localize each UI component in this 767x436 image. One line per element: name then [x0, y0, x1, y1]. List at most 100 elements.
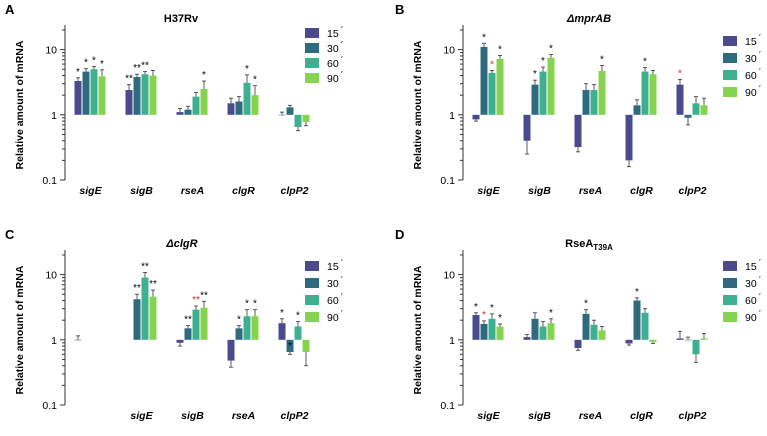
- bar: [523, 337, 531, 340]
- bar: [302, 114, 310, 122]
- x-category-label: clpP2: [280, 410, 308, 422]
- bar: [641, 312, 649, 340]
- legend-prime: ′: [759, 84, 761, 93]
- significance-marker: *: [549, 308, 553, 319]
- bar: [243, 82, 251, 115]
- bar: [149, 296, 157, 340]
- legend-prime: ′: [341, 70, 343, 79]
- bar: [598, 330, 606, 340]
- legend-swatch: [305, 73, 319, 83]
- legend-label: 30 ′: [745, 50, 761, 65]
- bar: [547, 57, 555, 115]
- x-category-label: clgR: [630, 185, 653, 197]
- legend-swatch: [723, 87, 737, 97]
- legend-swatch: [723, 261, 737, 271]
- x-category-label: rseA: [232, 410, 255, 422]
- bar: [302, 339, 310, 353]
- significance-marker: *: [245, 64, 249, 75]
- legend-label: 60 ′: [745, 67, 761, 82]
- panel-d: D RseAT39A Relative amount of mRNA 10 1 0.1 si…: [395, 227, 761, 422]
- legend-swatch: [305, 28, 319, 38]
- bar: [531, 84, 539, 115]
- panel-b: B ΔmprAB Relative amount of mRNA 10 1 0.1 sigE…: [395, 2, 761, 197]
- bar: [192, 96, 200, 115]
- bar: [251, 95, 259, 115]
- y-tick-label: 1: [449, 335, 455, 347]
- bar: [676, 84, 684, 115]
- significance-marker: *: [600, 55, 604, 66]
- legend-label: 15 ′: [327, 25, 343, 40]
- x-category-label: sigB: [181, 410, 204, 422]
- legend-swatch: [723, 36, 737, 46]
- bar: [184, 109, 192, 115]
- legend-prime: ′: [341, 258, 343, 267]
- bar: [641, 71, 649, 115]
- bar: [235, 101, 243, 115]
- bar: [590, 90, 598, 115]
- y-tick-label: 0.1: [42, 175, 57, 187]
- legend-prime: ′: [341, 40, 343, 49]
- legend-swatch: [723, 295, 737, 305]
- significance-marker: **: [184, 315, 192, 326]
- legend-swatch: [305, 278, 319, 288]
- bar: [176, 339, 184, 343]
- legend-label: 15 ′: [745, 33, 761, 48]
- bar: [649, 74, 657, 115]
- bar: [633, 105, 641, 115]
- bar: [633, 300, 641, 340]
- bar: [574, 114, 582, 148]
- chart-title-subscript: T39A: [593, 243, 613, 252]
- significance-marker: *: [253, 75, 257, 86]
- bar: [692, 103, 700, 115]
- legend-label: 30 ′: [745, 275, 761, 290]
- bar: [488, 72, 496, 115]
- y-tick-label: 10: [443, 270, 455, 282]
- bar: [692, 339, 700, 355]
- bar: [251, 316, 259, 340]
- significance-marker: *: [541, 56, 545, 67]
- significance-marker: *: [549, 44, 553, 55]
- significance-marker: *: [245, 299, 249, 310]
- x-category-label: sigB: [528, 410, 551, 422]
- legend-prime: ′: [759, 33, 761, 42]
- significance-marker: *: [490, 59, 494, 70]
- legend-prime: ′: [759, 67, 761, 76]
- legend-label: 90 ′: [745, 309, 761, 324]
- legend-label: 90 ′: [327, 70, 343, 85]
- legend-prime: ′: [341, 275, 343, 284]
- y-axis-label: Relative amount of mRNA: [412, 40, 424, 169]
- significance-marker: *: [474, 302, 478, 313]
- chart-title: RseAT39A: [565, 238, 613, 252]
- legend-swatch: [305, 295, 319, 305]
- significance-marker: **: [133, 63, 141, 74]
- legend-prime: ′: [759, 258, 761, 267]
- bar: [472, 315, 480, 340]
- bar: [294, 326, 302, 340]
- bar: [676, 338, 684, 340]
- significance-marker: *: [498, 45, 502, 56]
- chart-title: ΔclgR: [165, 238, 197, 250]
- legend-prime: ′: [341, 292, 343, 301]
- y-tick-label: 1: [51, 110, 57, 122]
- y-tick-label: 0.1: [42, 400, 57, 412]
- bar: [480, 323, 488, 340]
- legend-prime: ′: [759, 50, 761, 59]
- bar: [590, 324, 598, 340]
- chart-title: ΔmprAB: [566, 13, 611, 25]
- panel-letter: C: [5, 227, 15, 242]
- bar: [496, 58, 504, 115]
- bar: [227, 103, 235, 115]
- bar: [192, 309, 200, 340]
- legend-swatch: [723, 70, 737, 80]
- x-category-label: rseA: [579, 185, 602, 197]
- significance-marker: **: [133, 283, 141, 294]
- bar: [286, 107, 294, 115]
- panel-letter: A: [5, 2, 15, 17]
- bar: [582, 90, 590, 115]
- legend-swatch: [305, 43, 319, 53]
- bar: [235, 328, 243, 340]
- significance-marker: *: [490, 303, 494, 314]
- legend-label: 90 ′: [745, 84, 761, 99]
- y-axis-label: Relative amount of mRNA: [14, 40, 26, 169]
- bar: [200, 307, 208, 340]
